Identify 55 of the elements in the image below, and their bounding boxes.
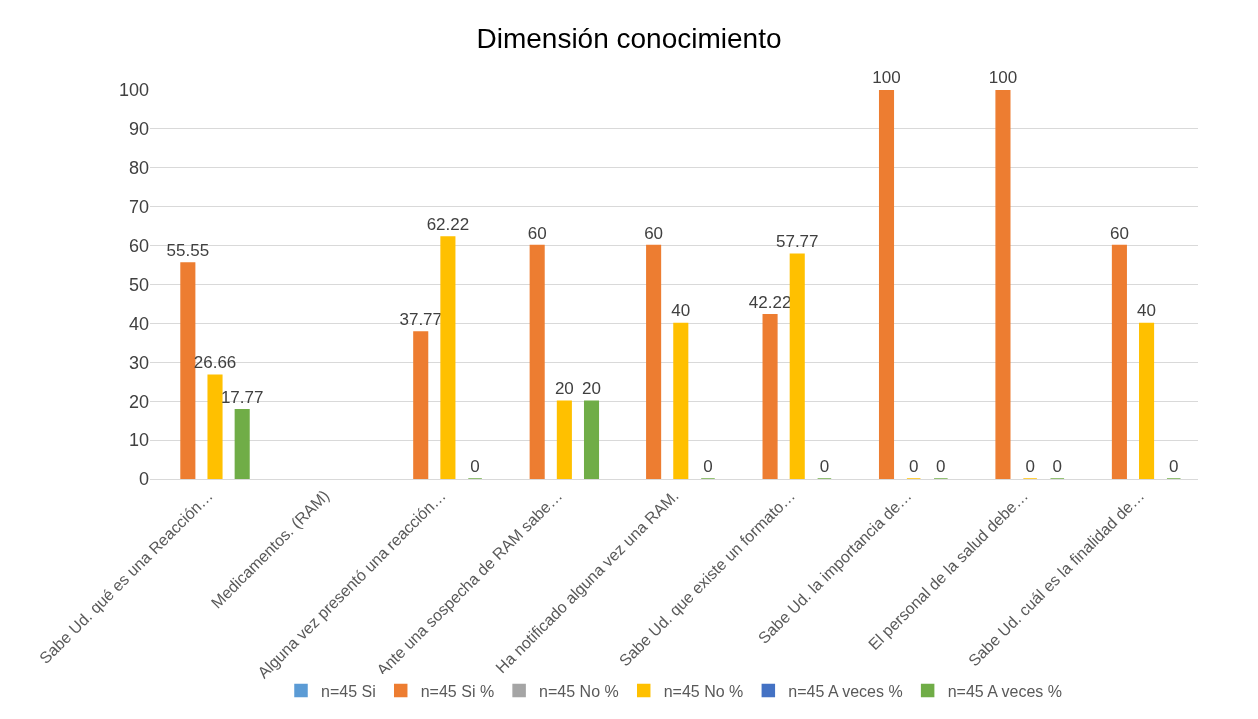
bar	[789, 253, 805, 479]
data-label: 62.22	[426, 214, 470, 234]
data-label: 0	[470, 457, 480, 476]
y-tick-label: 10	[128, 430, 149, 451]
data-label: 40	[1137, 301, 1157, 321]
y-tick-label: 90	[128, 119, 149, 140]
bar	[995, 90, 1011, 479]
bar	[180, 262, 196, 479]
data-label: 40	[671, 301, 691, 321]
bar	[878, 90, 895, 479]
data-label: 42.22	[748, 292, 792, 312]
legend-label: n=45 No %	[663, 682, 744, 700]
legend-label: n=45 A veces %	[947, 682, 1062, 700]
data-label: 0	[1025, 457, 1035, 476]
data-label: 0	[936, 457, 946, 476]
legend-label: n=45 No %	[539, 682, 619, 700]
bar	[413, 331, 429, 479]
legend-label: n=45 Si	[321, 682, 376, 700]
y-tick-label: 70	[128, 197, 149, 217]
y-tick-label: 0	[138, 469, 149, 490]
chart-title: Dimensión conocimiento	[476, 23, 782, 55]
bar	[207, 374, 223, 479]
bar	[762, 314, 778, 479]
y-tick-label: 50	[128, 274, 149, 295]
legend-label: n=45 A veces %	[788, 682, 903, 700]
data-label: 20	[554, 379, 574, 399]
y-tick-label: 100	[118, 80, 149, 101]
bar	[440, 236, 456, 479]
bar	[1111, 244, 1127, 479]
data-label: 0	[703, 457, 713, 476]
bar	[556, 400, 572, 479]
bar	[646, 244, 662, 479]
data-label: 20	[582, 379, 601, 399]
y-tick-label: 30	[128, 352, 149, 373]
y-tick-label: 40	[128, 313, 149, 334]
data-label: 60	[527, 223, 547, 243]
y-tick-label: 20	[128, 391, 149, 412]
legend-label: n=45 Si %	[420, 682, 495, 700]
data-label: 100	[988, 68, 1018, 87]
bar	[583, 400, 600, 479]
data-label: 0	[819, 457, 830, 476]
data-label: 0	[1052, 457, 1063, 476]
data-label: 55.55	[166, 240, 210, 260]
bar	[529, 244, 545, 479]
data-label: 100	[872, 68, 901, 87]
bar	[1139, 322, 1155, 479]
bar	[234, 409, 250, 479]
data-label: 0	[908, 457, 919, 476]
y-tick-label: 80	[128, 158, 149, 179]
data-label: 60	[644, 223, 664, 243]
bar	[673, 322, 689, 479]
y-tick-label: 60	[128, 235, 149, 256]
data-label: 57.77	[775, 232, 819, 252]
data-label: 0	[1169, 457, 1179, 476]
data-label: 60	[1109, 223, 1129, 243]
